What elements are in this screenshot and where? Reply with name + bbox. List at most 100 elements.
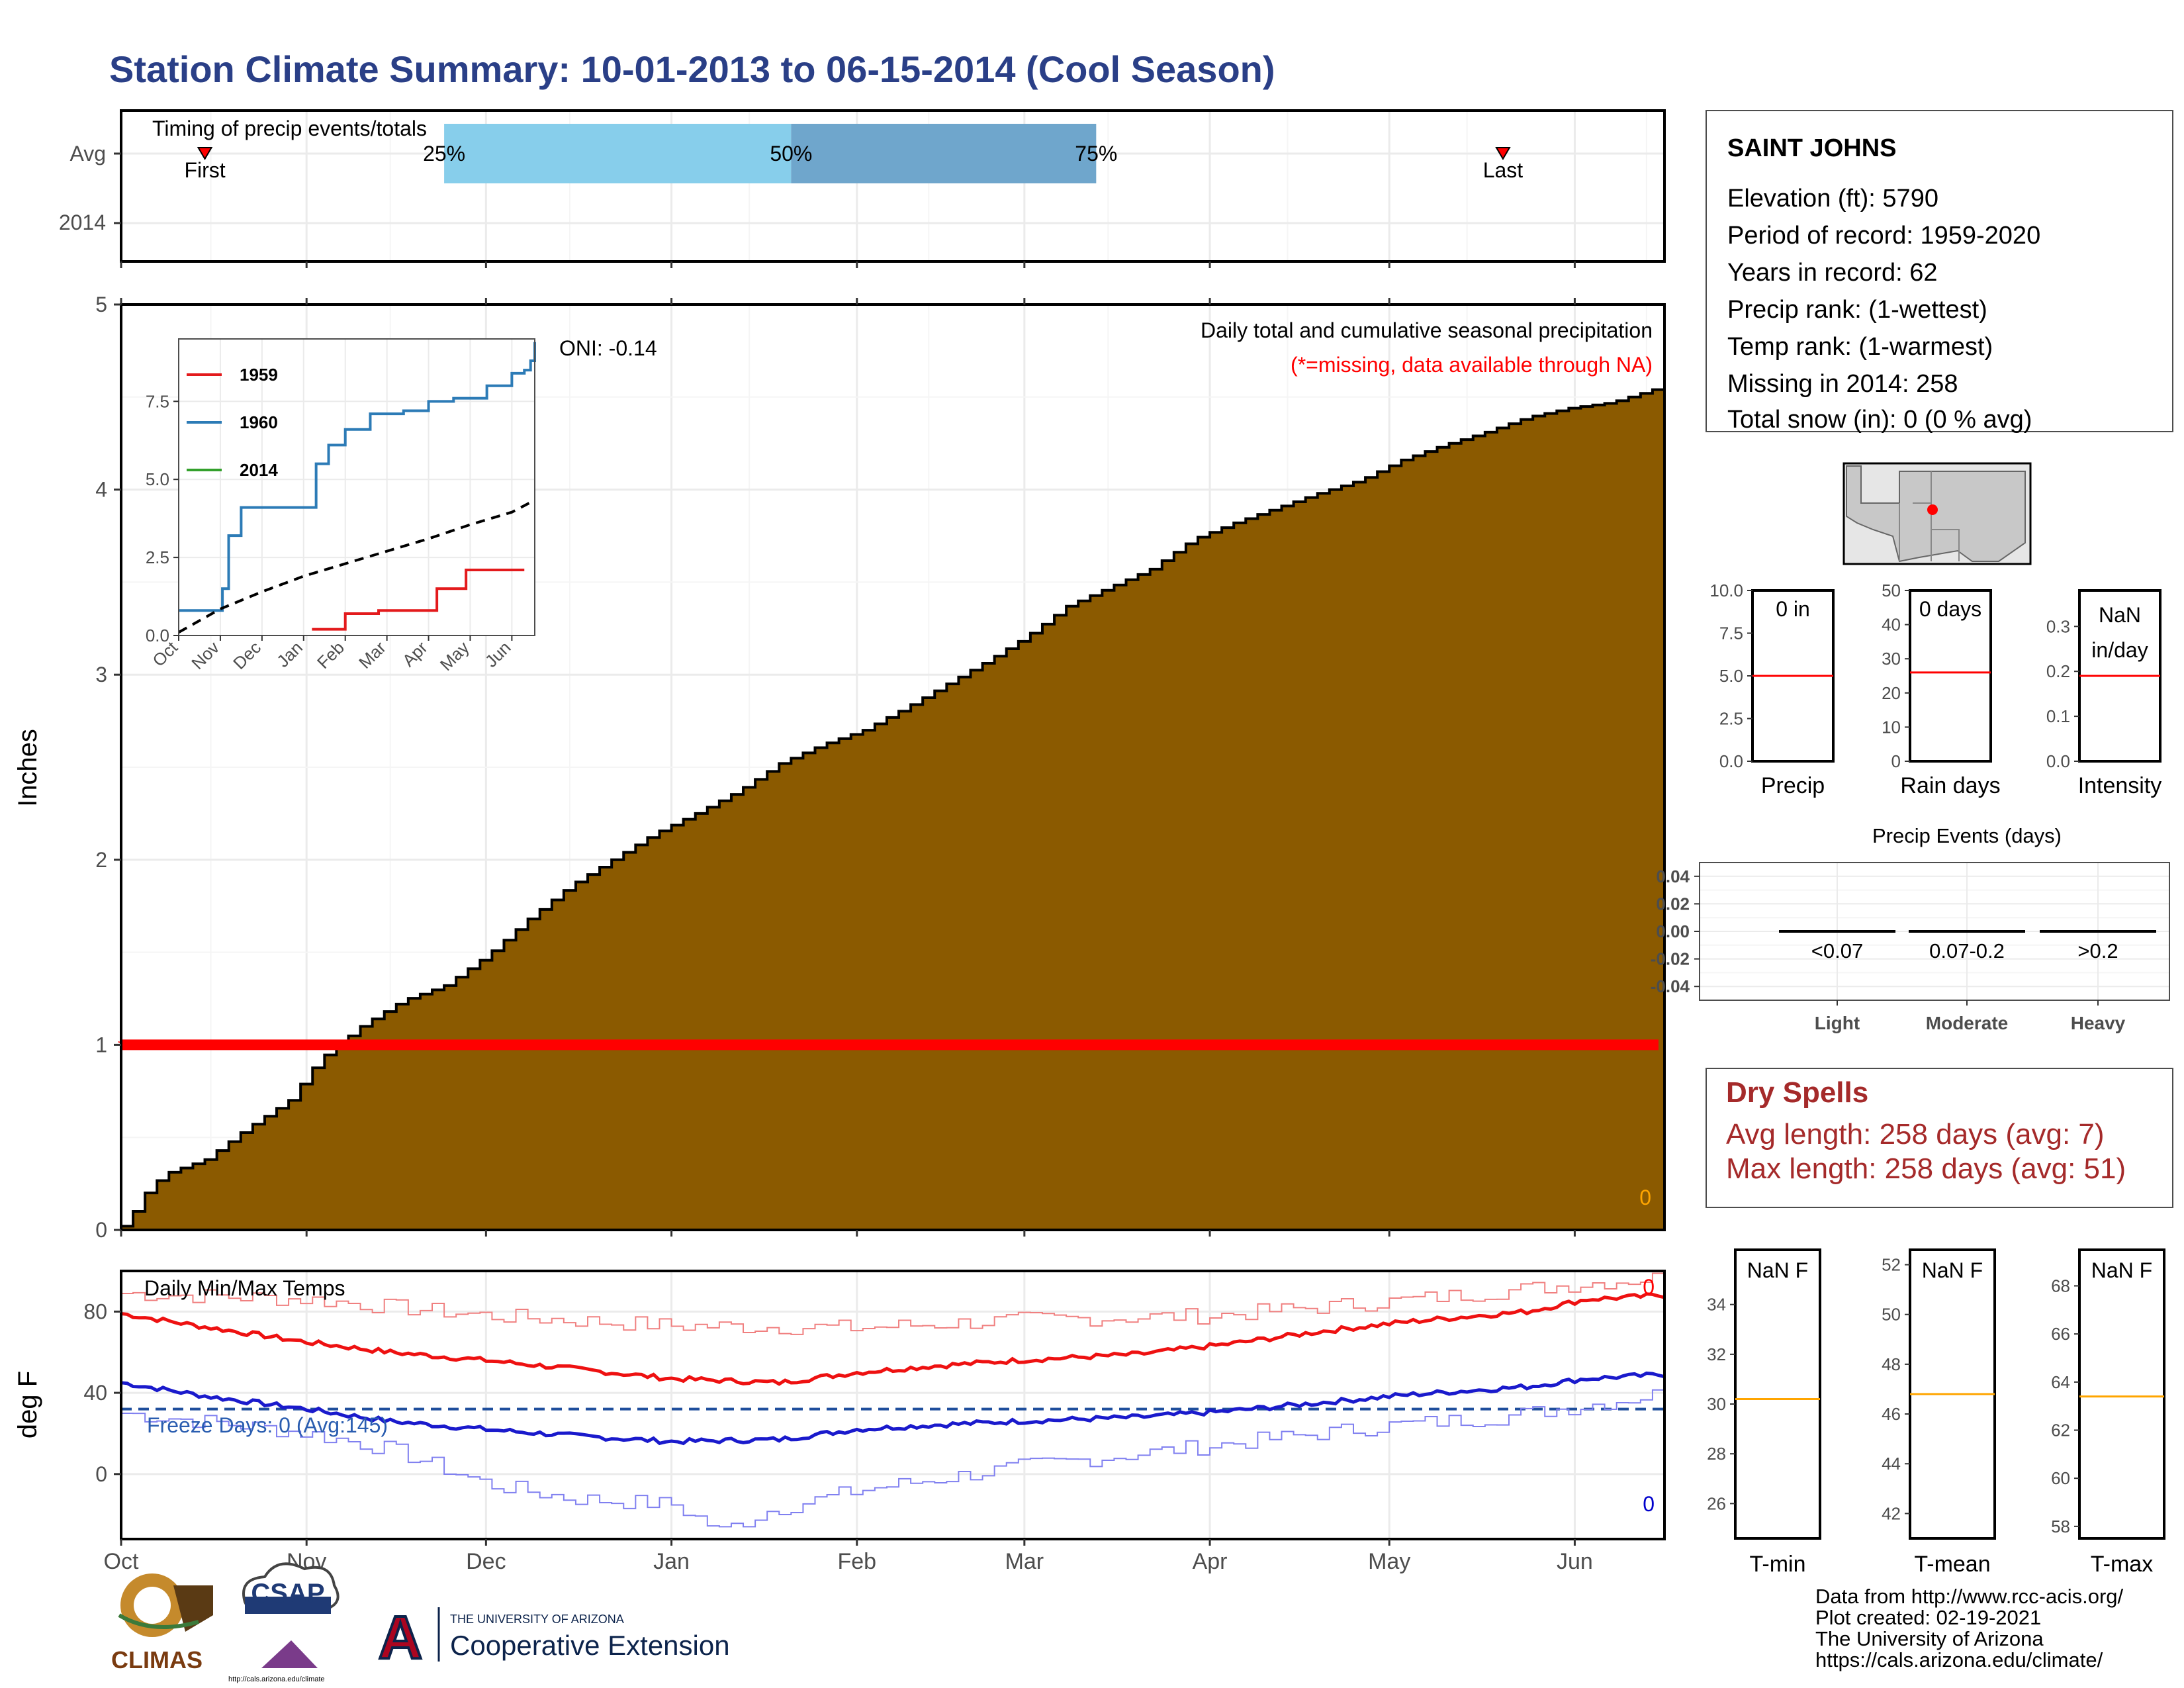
missing-marker: * (934, 1035, 941, 1055)
missing-marker: * (737, 1035, 743, 1055)
temps-series-avg-max (120, 1292, 1665, 1386)
missing-marker: * (1096, 1035, 1103, 1055)
mini-panel-value: 0 in (1776, 597, 1810, 621)
precip-y-tick-label: 5 (95, 293, 107, 316)
temp-panel-y-label: 42 (1882, 1503, 1901, 1523)
events-title: Precip Events (days) (1872, 824, 2062, 847)
mini-panel-unit: in/day (2091, 638, 2148, 662)
missing-marker: * (1311, 1035, 1318, 1055)
missing-marker: * (549, 1035, 555, 1055)
missing-marker: * (1195, 1035, 1201, 1055)
missing-marker: * (405, 1035, 412, 1055)
missing-marker: * (369, 1035, 376, 1055)
precip-y-tick-label: 2 (95, 848, 107, 872)
events-y-tick-label: 0.00 (1656, 921, 1690, 941)
missing-marker: * (1365, 1035, 1372, 1055)
month-label: Jun (1557, 1549, 1593, 1574)
missing-marker: * (252, 1035, 259, 1055)
temp-panel-y-label: 50 (1882, 1305, 1901, 1325)
missing-marker: * (1437, 1035, 1443, 1055)
missing-marker: * (1203, 1035, 1210, 1055)
temp-mini-panels: 26 28 30 32 34 NaN F T-min 42 44 46 48 50 52 NaN F T-m… (1707, 1248, 2165, 1577)
missing-marker: * (1167, 1035, 1174, 1055)
events-category-label: Light (1815, 1013, 1860, 1033)
missing-marker: * (1033, 1035, 1040, 1055)
missing-marker: * (1608, 1035, 1614, 1055)
missing-marker: * (171, 1035, 178, 1055)
month-label: Feb (837, 1549, 876, 1574)
missing-marker: * (1114, 1035, 1120, 1055)
missing-marker: * (208, 1035, 214, 1055)
cumulative-precip-area (120, 387, 1666, 1231)
timing-first-label: First (184, 158, 225, 182)
missing-marker: * (360, 1035, 367, 1055)
missing-marker: * (531, 1035, 537, 1055)
missing-marker: * (414, 1035, 420, 1055)
precip-y-tick-label: 0 (95, 1218, 107, 1242)
temp-panel-y-label: 66 (2051, 1324, 2070, 1344)
missing-marker: * (1230, 1035, 1237, 1055)
missing-marker: * (719, 1035, 725, 1055)
missing-marker: * (1446, 1035, 1453, 1055)
missing-marker: * (1248, 1035, 1255, 1055)
events-y-tick-label: 0.04 (1656, 867, 1690, 886)
missing-marker: * (1589, 1035, 1596, 1055)
timing-band-label: 50% (770, 142, 812, 165)
station-location-marker (1927, 504, 1938, 515)
missing-marker: * (594, 1035, 600, 1055)
missing-marker: * (1132, 1035, 1138, 1055)
events-y-tick-label: -0.02 (1651, 949, 1690, 969)
timing-last-label: Last (1483, 158, 1524, 182)
svg-text:CSAP: CSAP (251, 1579, 324, 1608)
missing-marker: * (782, 1035, 788, 1055)
missing-marker: * (1042, 1035, 1048, 1055)
missing-marker: * (297, 1035, 304, 1055)
temp-panel-y-label: 30 (1707, 1394, 1726, 1414)
timing-band-label: 75% (1075, 142, 1117, 165)
missing-marker: * (1347, 1035, 1353, 1055)
inset-y-tick-label: 7.5 (146, 391, 169, 411)
missing-marker: * (1392, 1035, 1398, 1055)
missing-marker: * (504, 1035, 510, 1055)
missing-marker: * (844, 1035, 851, 1055)
precip-panel: * * * * * * * * * * * * * * * * * * * * * * * * * * * * * * * * * * * * * * * *… (13, 293, 1666, 1242)
missing-marker: * (656, 1035, 662, 1055)
missing-marker: * (1563, 1035, 1569, 1055)
missing-marker: * (917, 1035, 923, 1055)
missing-marker: * (1383, 1035, 1390, 1055)
missing-marker: * (1051, 1035, 1058, 1055)
precip-annotation-title: Daily total and cumulative seasonal prec… (1201, 318, 1653, 342)
missing-marker: * (1069, 1035, 1075, 1055)
temp-panel-y-label: 44 (1882, 1454, 1901, 1474)
missing-marker: * (889, 1035, 896, 1055)
missing-marker: * (584, 1035, 591, 1055)
events-y-tick-label: 0.02 (1656, 894, 1690, 914)
missing-marker: * (1508, 1035, 1515, 1055)
month-label: Apr (1193, 1549, 1228, 1574)
mini-panel-label: Precip (1761, 773, 1825, 798)
missing-marker: * (970, 1035, 977, 1055)
footer-line-1: Data from http://www.rcc-acis.org/ (1815, 1585, 2124, 1608)
missing-marker: * (1598, 1035, 1605, 1055)
missing-marker: * (880, 1035, 887, 1055)
missing-marker: * (612, 1035, 618, 1055)
missing-marker: * (1159, 1035, 1165, 1055)
temps-y-tick-label: 0 (95, 1462, 107, 1486)
missing-marker: * (324, 1035, 331, 1055)
missing-marker: * (1141, 1035, 1148, 1055)
missing-marker: * (244, 1035, 250, 1055)
missing-marker: * (1222, 1035, 1228, 1055)
missing-marker: * (477, 1035, 483, 1055)
missing-marker: * (1652, 1035, 1659, 1055)
missing-marker: * (746, 1035, 752, 1055)
missing-marker: * (1329, 1035, 1336, 1055)
missing-marker: * (1553, 1035, 1560, 1055)
missing-marker: * (1087, 1035, 1093, 1055)
dry-spells-title: Dry Spells (1726, 1076, 1868, 1109)
missing-marker: * (486, 1035, 492, 1055)
missing-marker: * (441, 1035, 447, 1055)
missing-marker: * (1122, 1035, 1129, 1055)
missing-marker: * (387, 1035, 394, 1055)
events-bar-sublabel: 0.07-0.2 (1929, 939, 2005, 962)
